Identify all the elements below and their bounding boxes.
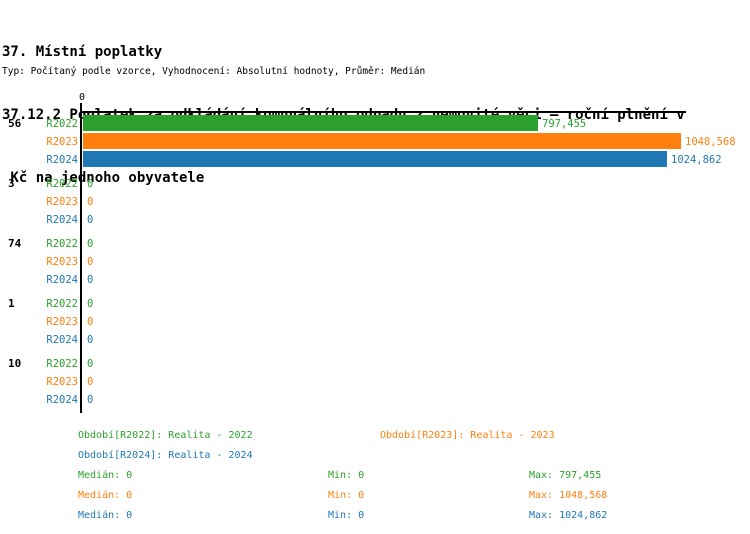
- title-line-3: Kč na jednoho obyvatele: [2, 170, 205, 186]
- series-label-r2023: R2023: [46, 256, 78, 268]
- category-label-3: 3: [8, 177, 15, 190]
- x-axis-line: [80, 111, 686, 113]
- value-label-r2023-group-10: 0: [87, 376, 94, 388]
- legend-max-r2024: Max: 1024,862: [529, 510, 608, 521]
- legend-min-r2022: Min: 0: [328, 470, 365, 481]
- value-label-r2023-group-56: 1048,568: [685, 136, 736, 148]
- value-label-r2023-group-74: 0: [87, 256, 94, 268]
- value-label-r2024-group-56: 1024,862: [671, 154, 722, 166]
- series-label-r2022: R2022: [46, 178, 78, 190]
- value-label-r2023-group-1: 0: [87, 316, 94, 328]
- title-line-1: 37. Místní poplatky: [2, 44, 163, 60]
- series-label-r2024: R2024: [46, 394, 78, 406]
- series-label-r2023: R2023: [46, 136, 78, 148]
- chart-subtitle: Typ: Počítaný podle vzorce, Vyhodnocení:…: [2, 66, 426, 77]
- legend-period-r2022: Období[R2022]: Realita - 2022: [78, 430, 253, 441]
- value-label-r2023-group-3: 0: [87, 196, 94, 208]
- value-label-r2022-group-10: 0: [87, 358, 94, 370]
- y-axis-line: [80, 103, 82, 413]
- category-label-74: 74: [8, 237, 22, 250]
- series-label-r2022: R2022: [46, 238, 78, 250]
- series-label-r2023: R2023: [46, 196, 78, 208]
- category-label-10: 10: [8, 357, 22, 370]
- bar-r2023-group-56: [83, 133, 681, 149]
- value-label-r2022-group-1: 0: [87, 298, 94, 310]
- value-label-r2022-group-74: 0: [87, 238, 94, 250]
- series-label-r2023: R2023: [46, 376, 78, 388]
- legend-max-r2023: Max: 1048,568: [529, 490, 608, 501]
- series-label-r2022: R2022: [46, 298, 78, 310]
- legend-median-r2024: Medián: 0: [78, 510, 133, 521]
- legend-median-r2022: Medián: 0: [78, 470, 133, 481]
- category-label-56: 56: [8, 117, 22, 130]
- legend-period-r2024: Období[R2024]: Realita - 2024: [78, 450, 253, 461]
- legend-median-r2023: Medián: 0: [78, 490, 133, 501]
- bar-r2022-group-56: [83, 115, 538, 131]
- value-label-r2024-group-74: 0: [87, 274, 94, 286]
- category-label-1: 1: [8, 297, 15, 310]
- value-label-r2022-group-3: 0: [87, 178, 94, 190]
- series-label-r2024: R2024: [46, 214, 78, 226]
- bar-r2024-group-56: [83, 151, 667, 167]
- series-label-r2022: R2022: [46, 118, 78, 130]
- series-label-r2023: R2023: [46, 316, 78, 328]
- legend-min-r2024: Min: 0: [328, 510, 365, 521]
- value-label-r2024-group-1: 0: [87, 334, 94, 346]
- series-label-r2022: R2022: [46, 358, 78, 370]
- legend-min-r2023: Min: 0: [328, 490, 365, 501]
- series-label-r2024: R2024: [46, 334, 78, 346]
- legend-max-r2022: Max: 797,455: [529, 470, 602, 481]
- value-label-r2024-group-3: 0: [87, 214, 94, 226]
- series-label-r2024: R2024: [46, 154, 78, 166]
- value-label-r2024-group-10: 0: [87, 394, 94, 406]
- x-axis-tick-label: 0: [78, 92, 86, 103]
- legend-period-r2023: Období[R2023]: Realita - 2023: [380, 430, 555, 441]
- series-label-r2024: R2024: [46, 274, 78, 286]
- value-label-r2022-group-56: 797,455: [542, 118, 587, 130]
